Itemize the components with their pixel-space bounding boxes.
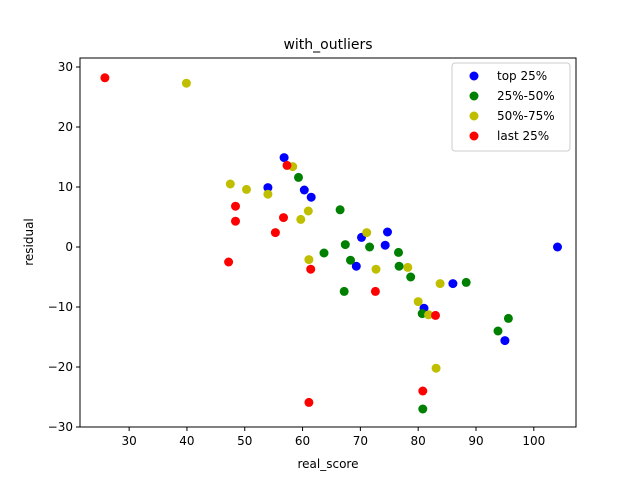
x-axis-label: real_score [298,457,359,471]
data-point [279,213,288,223]
data-point [294,172,303,182]
x-axis-ticks: 30 40 50 60 70 80 90 100 [121,427,545,448]
data-point [503,313,513,323]
legend: top 25% 25%-50% 50%-75% last 25% [451,62,571,152]
data-point [362,228,372,238]
data-point [448,279,458,289]
data-point [231,216,240,226]
data-point [304,255,314,265]
legend-marker [469,91,479,101]
data-point [418,386,428,396]
data-point [346,255,355,265]
data-point [394,261,404,271]
data-point [340,240,350,250]
data-point [431,310,440,320]
data-point [493,326,503,336]
data-point [431,363,441,373]
legend-label: top 25% [497,69,547,83]
data-point [461,277,471,287]
data-point [365,242,375,252]
plot-frame [79,57,577,428]
y-axis-label: residual [22,218,36,266]
data-point [296,214,306,224]
y-tick-label: −20 [48,360,73,374]
data-point [306,264,316,274]
data-point [500,336,510,346]
legend-label: 25%-50% [497,89,555,103]
x-tick-label: 40 [179,434,194,448]
data-point [225,179,235,189]
points-layer [100,73,562,414]
data-point [418,404,428,414]
data-point [263,183,273,193]
data-point [263,189,273,199]
x-tick-label: 70 [353,434,368,448]
data-point [406,272,416,282]
data-point [100,73,110,83]
chart-title: with_outliers [283,37,372,53]
x-tick-label: 50 [237,434,252,448]
legend-label: last 25% [497,129,549,143]
data-point [351,261,361,271]
data-point [319,248,329,258]
data-point [306,192,316,202]
y-axis-ticks: −30 −20 −10 0 10 20 30 [48,60,80,434]
data-point [383,227,392,237]
data-point [224,257,234,267]
data-point [403,262,413,272]
legend-marker [469,111,479,121]
y-tick-label: −30 [48,420,73,434]
data-point [424,310,434,320]
data-point [413,297,423,307]
x-tick-label: 100 [522,434,545,448]
data-point [370,286,380,296]
x-tick-label: 60 [295,434,310,448]
data-point [371,264,381,274]
y-tick-label: −10 [48,300,73,314]
legend-box [451,62,571,152]
data-point [282,160,292,170]
data-point [231,201,240,211]
data-point [380,240,390,250]
legend-marker [469,71,479,81]
legend-label: 50%-75% [497,109,555,123]
data-point [304,397,314,407]
data-point [181,78,191,88]
x-tick-label: 30 [121,434,136,448]
y-tick-label: 0 [65,240,73,254]
y-tick-label: 20 [58,120,73,134]
data-point [553,242,562,252]
x-tick-label: 80 [411,434,426,448]
data-point [279,153,289,163]
data-point [335,205,345,215]
x-tick-label: 90 [468,434,483,448]
data-point [303,206,313,216]
legend-marker [469,131,479,141]
data-point [242,184,251,194]
data-point [394,247,403,257]
data-point [339,286,349,296]
data-point [435,279,445,289]
y-tick-label: 10 [58,180,73,194]
y-tick-label: 30 [58,60,73,74]
data-point [270,228,280,238]
data-point [299,185,309,195]
